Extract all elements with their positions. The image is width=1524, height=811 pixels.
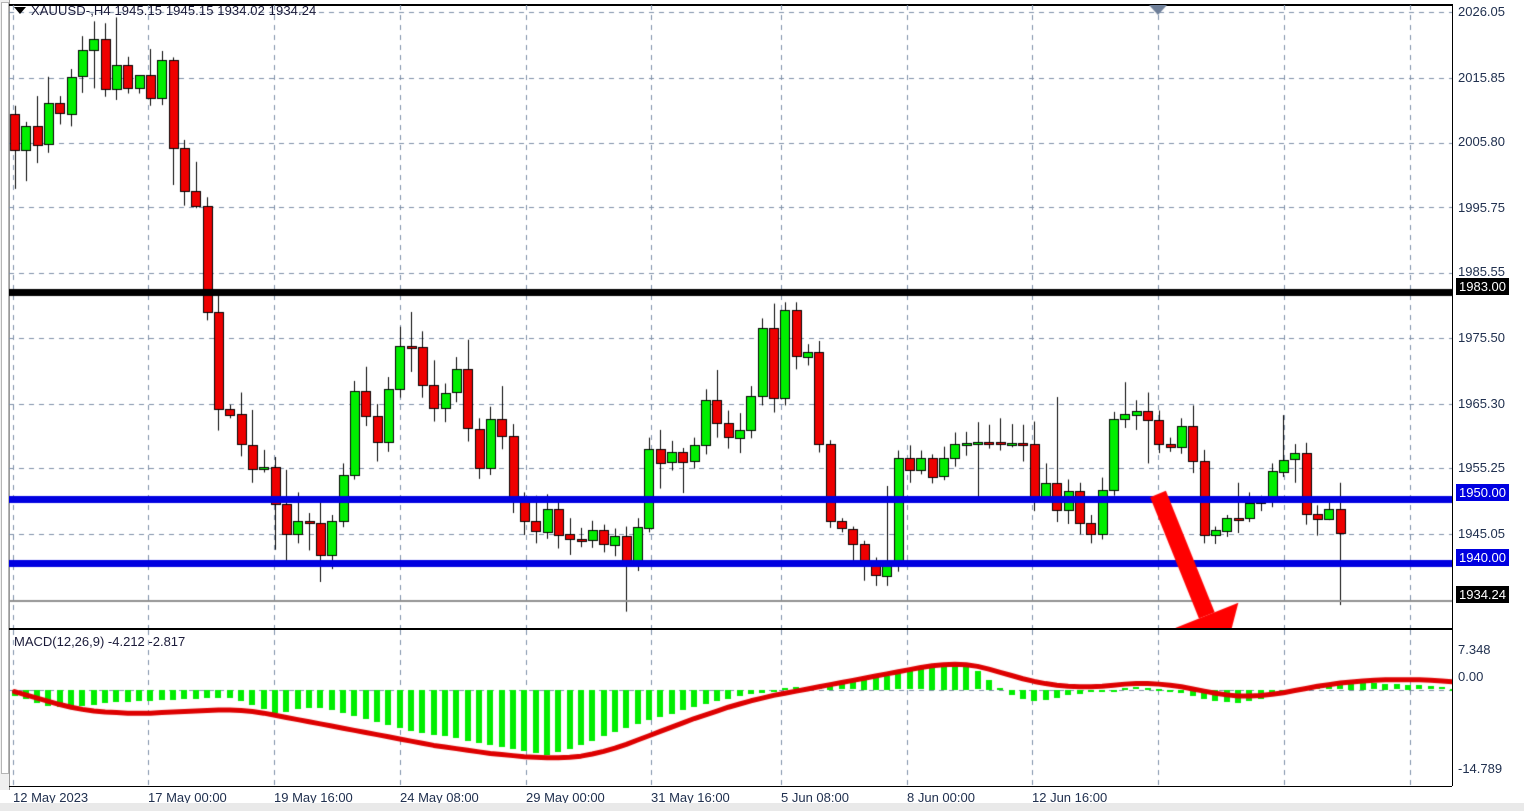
macd-axis-tick: 0.00 <box>1458 669 1484 684</box>
time-axis-tick: 29 May 00:00 <box>526 790 605 805</box>
chart-menu-triangle-icon[interactable] <box>14 7 26 15</box>
time-axis-tick: 24 May 08:00 <box>400 790 479 805</box>
price-level-badge[interactable]: 1934.24 <box>1456 586 1509 603</box>
time-axis-tick: 12 May 2023 <box>13 790 89 805</box>
price-axis-tick: 1945.05 <box>1458 526 1505 541</box>
price-level-badge[interactable]: 1940.00 <box>1456 549 1509 566</box>
price-level-badge[interactable]: 1983.00 <box>1456 278 1509 295</box>
price-level-badge[interactable]: 1950.00 <box>1456 484 1509 501</box>
macd-chart-canvas[interactable] <box>9 630 1452 786</box>
time-axis-tick: 5 Jun 08:00 <box>781 790 849 805</box>
time-axis-tick: 12 Jun 16:00 <box>1032 790 1108 805</box>
macd-axis-tick: 7.348 <box>1458 642 1491 657</box>
symbol-header: XAUUSD-,H4 1945.15 1945.15 1934.02 1934.… <box>14 3 316 18</box>
price-axis-tick: 2005.80 <box>1458 134 1505 149</box>
price-axis-tick: 1975.50 <box>1458 330 1505 345</box>
price-axis-tick: 1985.55 <box>1458 264 1505 279</box>
scrollbar-thumb[interactable] <box>1 2 9 774</box>
time-axis-tick: 31 May 16:00 <box>651 790 730 805</box>
macd-axis-tick: -14.789 <box>1458 761 1503 776</box>
price-axis-tick: 1955.25 <box>1458 460 1505 475</box>
price-axis-tick: 2015.85 <box>1458 70 1505 85</box>
time-axis-line <box>9 786 1452 787</box>
macd-header: MACD(12,26,9) -4.212 -2.817 <box>14 634 186 649</box>
price-axis-tick: 2026.05 <box>1458 4 1505 19</box>
time-axis-tick: 17 May 00:00 <box>148 790 227 805</box>
time-axis[interactable]: 12 May 2023 17 May 00:00 19 May 16:00 24 Ma… <box>0 788 1452 811</box>
price-axis-tick: 1965.30 <box>1458 396 1505 411</box>
price-axis-tick: 1995.75 <box>1458 200 1505 215</box>
symbol-ohlc-text: XAUUSD-,H4 1945.15 1945.15 1934.02 1934.… <box>31 3 317 18</box>
window-bottom-strip <box>0 803 1524 811</box>
price-axis[interactable]: 2026.05 2015.85 2005.80 1995.75 1985.55 1975.… <box>1455 0 1524 811</box>
price-axis-line <box>1452 4 1453 786</box>
time-axis-tick: 8 Jun 00:00 <box>907 790 975 805</box>
pane-separator <box>9 628 1452 630</box>
time-axis-tick: 19 May 16:00 <box>274 790 353 805</box>
price-chart-canvas[interactable] <box>9 5 1452 629</box>
